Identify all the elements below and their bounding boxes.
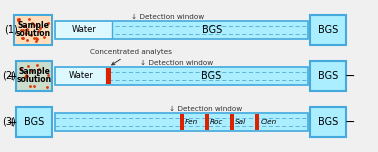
Text: (3): (3) bbox=[2, 117, 16, 127]
Text: ↓ Detection window: ↓ Detection window bbox=[169, 106, 242, 112]
FancyBboxPatch shape bbox=[310, 107, 346, 137]
Text: Sal: Sal bbox=[235, 119, 246, 125]
Text: solution: solution bbox=[15, 29, 51, 38]
FancyBboxPatch shape bbox=[15, 16, 51, 44]
Text: +: + bbox=[7, 116, 17, 128]
Text: BGS: BGS bbox=[201, 71, 221, 81]
Text: ↓ Detection window: ↓ Detection window bbox=[140, 60, 213, 66]
FancyBboxPatch shape bbox=[16, 61, 52, 91]
Text: Sample: Sample bbox=[18, 67, 50, 76]
Text: −: − bbox=[345, 116, 355, 128]
Text: −: − bbox=[345, 69, 355, 83]
Text: Roc: Roc bbox=[210, 119, 223, 125]
Text: BGS: BGS bbox=[318, 25, 338, 35]
Text: BGS: BGS bbox=[318, 117, 338, 127]
FancyBboxPatch shape bbox=[205, 114, 209, 130]
Text: (2): (2) bbox=[2, 71, 16, 81]
Text: BGS: BGS bbox=[24, 117, 44, 127]
FancyBboxPatch shape bbox=[310, 15, 346, 45]
FancyBboxPatch shape bbox=[230, 114, 234, 130]
FancyBboxPatch shape bbox=[55, 21, 308, 39]
Text: BGS: BGS bbox=[318, 71, 338, 81]
Text: BGS: BGS bbox=[202, 25, 223, 35]
Text: Clen: Clen bbox=[260, 119, 277, 125]
FancyBboxPatch shape bbox=[106, 68, 111, 84]
Text: Fen: Fen bbox=[184, 119, 198, 125]
FancyBboxPatch shape bbox=[55, 113, 308, 131]
FancyBboxPatch shape bbox=[256, 114, 259, 130]
Text: +: + bbox=[7, 69, 17, 83]
FancyBboxPatch shape bbox=[16, 107, 52, 137]
Text: Sample: Sample bbox=[17, 21, 49, 31]
Text: Water: Water bbox=[68, 71, 93, 81]
FancyBboxPatch shape bbox=[14, 15, 52, 45]
FancyBboxPatch shape bbox=[180, 114, 183, 130]
FancyBboxPatch shape bbox=[56, 22, 112, 38]
FancyBboxPatch shape bbox=[55, 67, 308, 85]
Text: Water: Water bbox=[71, 26, 96, 35]
Text: (1): (1) bbox=[4, 25, 18, 35]
Text: solution: solution bbox=[16, 76, 51, 85]
FancyBboxPatch shape bbox=[56, 68, 106, 84]
Text: Concentrated analytes: Concentrated analytes bbox=[90, 49, 172, 65]
Text: ↓ Detection window: ↓ Detection window bbox=[131, 14, 204, 20]
FancyBboxPatch shape bbox=[310, 61, 346, 91]
